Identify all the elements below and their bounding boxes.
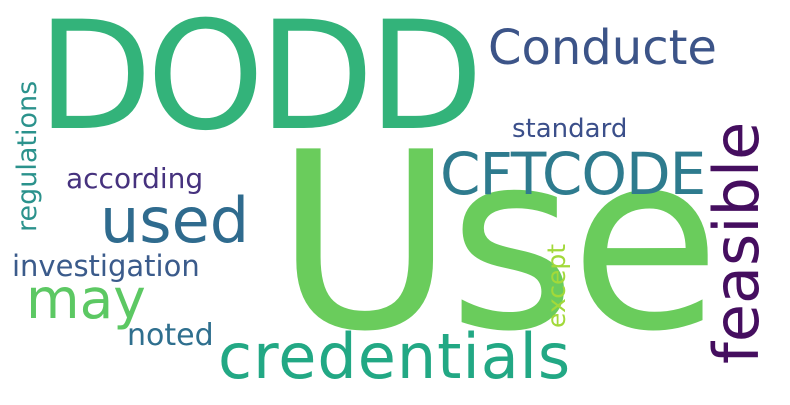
word-conducte: Conducte — [488, 20, 717, 76]
word-except: except — [542, 243, 571, 328]
word-used: used — [100, 184, 250, 257]
word-feasible: feasible — [700, 121, 773, 364]
word-use: Use — [275, 100, 721, 385]
word-credentials: credentials — [218, 320, 572, 393]
word-noted: noted — [127, 318, 214, 353]
word-regulations: regulations — [12, 80, 43, 232]
word-standard: standard — [512, 114, 628, 144]
word-may: may — [26, 267, 146, 331]
word-dodd: DODD — [37, 0, 484, 164]
word-cftcode: CFTCODE — [440, 140, 706, 208]
word-according: according — [66, 162, 204, 195]
word-investigation: investigation — [12, 249, 200, 283]
